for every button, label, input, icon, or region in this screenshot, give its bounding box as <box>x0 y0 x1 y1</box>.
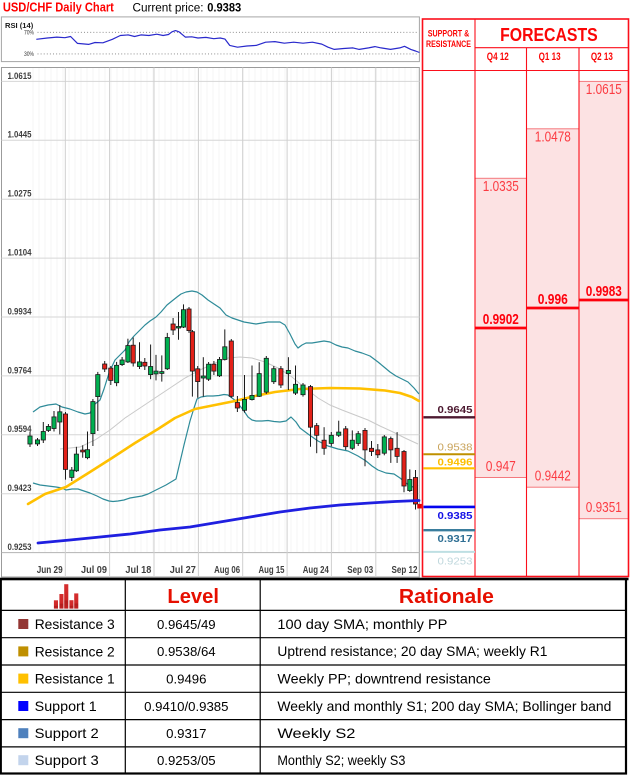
svg-text:1.0275: 1.0275 <box>8 189 32 199</box>
svg-text:Aug 24: Aug 24 <box>303 565 329 576</box>
svg-text:0.9645: 0.9645 <box>438 405 473 416</box>
svg-text:0.9385: 0.9385 <box>438 511 473 522</box>
svg-text:0.9496: 0.9496 <box>438 458 473 469</box>
svg-text:FORECASTS: FORECASTS <box>500 25 598 46</box>
svg-text:Current price:: Current price: <box>133 0 204 14</box>
svg-text:0.9410/0.9385: 0.9410/0.9385 <box>144 699 228 714</box>
svg-text:Monthly S2; weekly S3: Monthly S2; weekly S3 <box>277 753 405 768</box>
svg-text:1.0615: 1.0615 <box>586 82 622 98</box>
svg-text:0.947: 0.947 <box>486 459 516 475</box>
svg-text:Aug 06: Aug 06 <box>214 565 240 576</box>
svg-text:Support 3: Support 3 <box>35 752 99 768</box>
svg-text:RESISTANCE: RESISTANCE <box>426 39 471 49</box>
svg-text:Rationale: Rationale <box>399 586 494 608</box>
svg-text:0.9351: 0.9351 <box>586 500 622 516</box>
svg-text:0.9253: 0.9253 <box>8 542 32 552</box>
svg-text:Aug 15: Aug 15 <box>259 565 285 576</box>
svg-text:100 day SMA; monthly PP: 100 day SMA; monthly PP <box>277 617 447 632</box>
svg-text:Q4 12: Q4 12 <box>487 51 509 63</box>
svg-text:RSI (14): RSI (14) <box>5 21 34 30</box>
svg-text:Level: Level <box>167 586 219 608</box>
svg-text:Resistance 3: Resistance 3 <box>35 616 115 632</box>
svg-text:Uptrend resistance; 20 day SMA: Uptrend resistance; 20 day SMA; weekly R… <box>277 644 547 659</box>
svg-text:0.9764: 0.9764 <box>8 365 32 375</box>
svg-text:Support 2: Support 2 <box>35 725 99 741</box>
svg-text:Jul 09: Jul 09 <box>81 565 107 576</box>
svg-text:0.9538/64: 0.9538/64 <box>157 644 216 659</box>
svg-text:Jun 29: Jun 29 <box>37 565 63 576</box>
svg-text:1.0445: 1.0445 <box>8 130 32 140</box>
svg-text:Weekly S2: Weekly S2 <box>277 726 355 741</box>
svg-text:0.996: 0.996 <box>538 292 568 308</box>
svg-text:0.9645/49: 0.9645/49 <box>157 617 216 632</box>
svg-text:SUPPORT &: SUPPORT & <box>428 29 470 39</box>
svg-text:Resistance 1: Resistance 1 <box>35 671 115 687</box>
svg-text:0.9253/05: 0.9253/05 <box>157 753 216 768</box>
svg-text:Jul 18: Jul 18 <box>125 565 151 576</box>
svg-text:1.0615: 1.0615 <box>8 71 32 81</box>
svg-text:0.9253: 0.9253 <box>438 557 473 568</box>
svg-text:0.9594: 0.9594 <box>8 424 32 434</box>
svg-text:0.9317: 0.9317 <box>166 726 206 741</box>
svg-text:Q2 13: Q2 13 <box>591 51 613 63</box>
svg-text:0.9317: 0.9317 <box>438 534 473 545</box>
svg-text:1.0335: 1.0335 <box>483 179 519 195</box>
svg-text:Q1 13: Q1 13 <box>539 51 561 63</box>
svg-text:Resistance 2: Resistance 2 <box>35 643 115 659</box>
svg-text:0.9442: 0.9442 <box>535 469 571 485</box>
svg-text:30%: 30% <box>24 51 34 58</box>
svg-text:Support 1: Support 1 <box>35 698 97 714</box>
svg-text:0.9538: 0.9538 <box>438 443 473 454</box>
svg-text:Sep 12: Sep 12 <box>392 565 418 576</box>
svg-text:Jul 27: Jul 27 <box>170 565 196 576</box>
svg-text:Weekly and monthly S1; 200 day: Weekly and monthly S1; 200 day SMA; Boll… <box>277 699 611 714</box>
svg-text:Weekly PP; downtrend resistanc: Weekly PP; downtrend resistance <box>277 671 491 686</box>
svg-text:0.9983: 0.9983 <box>586 284 622 300</box>
svg-text:0.9902: 0.9902 <box>483 312 519 328</box>
svg-text:0.9383: 0.9383 <box>207 0 241 14</box>
svg-text:0.9423: 0.9423 <box>8 483 32 493</box>
svg-text:Sep 03: Sep 03 <box>347 565 373 576</box>
svg-text:70%: 70% <box>24 30 34 37</box>
svg-text:1.0478: 1.0478 <box>535 130 571 146</box>
svg-text:0.9934: 0.9934 <box>8 306 32 316</box>
svg-text:USD/CHF Daily Chart: USD/CHF Daily Chart <box>3 0 115 14</box>
svg-text:0.9496: 0.9496 <box>166 671 206 686</box>
svg-text:1.0104: 1.0104 <box>8 248 32 258</box>
